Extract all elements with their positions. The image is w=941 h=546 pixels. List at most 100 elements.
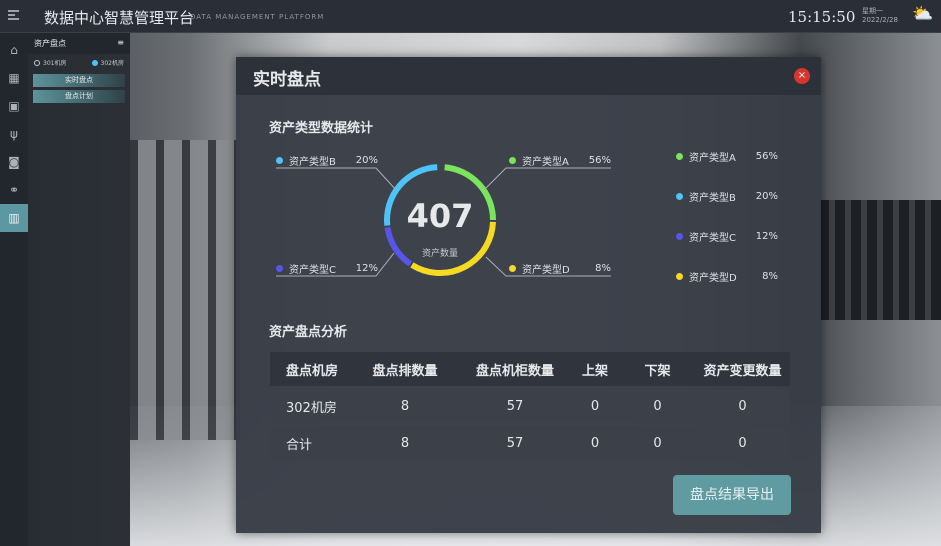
table-cell: 0 <box>738 435 747 451</box>
date: 2022/2/28 <box>862 16 898 24</box>
close-icon[interactable]: × <box>794 68 810 84</box>
network-icon[interactable]: ⚭ <box>8 183 20 197</box>
type-name: 资产类型D <box>522 265 570 276</box>
table-cell: 57 <box>506 398 524 414</box>
legend-name: 资产类型B <box>689 193 736 204</box>
leader-line-d <box>485 256 611 277</box>
donut-segment-a <box>444 164 496 221</box>
table-cell: 0 <box>653 435 662 451</box>
table-cell: 0 <box>738 398 747 414</box>
label-type-c: 资产类型C 12% <box>276 261 378 276</box>
type-pct: 20% <box>355 155 378 166</box>
column-header: 盘点机柜数量 <box>475 363 554 379</box>
dot-icon <box>276 157 283 164</box>
radio-icon <box>34 59 40 66</box>
background-racks <box>130 140 240 440</box>
leader-line-b <box>276 167 397 191</box>
dot-icon <box>676 193 683 200</box>
table-cell: 8 <box>400 435 410 451</box>
column-header: 盘点机房 <box>286 363 339 379</box>
device-icon[interactable]: ◙ <box>8 155 20 169</box>
radio-icon <box>91 59 98 66</box>
icon-rail: ⌂ ▦ ▣ ψ ◙ ⚭ ▥ <box>0 33 28 546</box>
type-name: 资产类型B <box>289 157 336 168</box>
label-type-b: 资产类型B 20% <box>276 153 378 168</box>
donut-chart <box>276 164 611 277</box>
column-header: 下架 <box>644 363 671 379</box>
dot-icon <box>509 265 516 272</box>
realtime-inventory-button[interactable]: 实时盘点 <box>33 74 125 87</box>
leader-line-a <box>483 167 611 191</box>
monitor-icon[interactable]: ▣ <box>8 99 20 113</box>
table-cell: 0 <box>653 398 662 414</box>
table-cell: 0 <box>590 435 600 451</box>
dot-icon <box>509 157 516 164</box>
clock: 15:15:50 <box>788 8 856 26</box>
leader-line-c <box>276 252 395 277</box>
sidebar-panel: 资产盘点 ≡ 301机房 302机房 实时盘点 盘点计划 <box>28 33 130 546</box>
sidebar-title: 资产盘点 <box>34 39 66 48</box>
total-count: 407 <box>406 197 474 235</box>
legend-name: 资产类型D <box>689 273 737 284</box>
date-block: 星期一 2022/2/28 <box>862 7 898 25</box>
legend-pct: 56% <box>755 151 778 162</box>
legend-type-c: 资产类型C 12% <box>676 229 778 244</box>
modal-title: 实时盘点 <box>236 57 821 95</box>
label-type-a: 资产类型A 56% <box>509 153 611 168</box>
dot-icon <box>676 273 683 280</box>
total-label: 资产数量 <box>421 249 458 259</box>
legend-type-d: 资产类型D 8% <box>676 269 778 284</box>
top-bar: 数据中心智慧管理平台 DATA MANAGEMENT PLATFORM 15:1… <box>0 0 941 33</box>
app-subtitle: DATA MANAGEMENT PLATFORM <box>190 13 325 21</box>
realtime-inventory-modal: 实时盘点 × 资产类型数据统计 407 资产数量 资产类型B 20% 资产类型A 5… <box>236 57 821 533</box>
legend-pct: 8% <box>762 271 778 282</box>
room-radio-302[interactable]: 302机房 <box>91 58 124 67</box>
column-header: 盘点排数量 <box>372 363 438 379</box>
grid-icon[interactable]: ▦ <box>8 71 20 85</box>
legend-pct: 20% <box>755 191 778 202</box>
filter-icon[interactable]: ≡ <box>117 38 124 47</box>
table-row: 合计 8 57 0 0 0 <box>270 426 790 460</box>
type-name: 资产类型A <box>522 157 569 168</box>
analysis-title: 资产盘点分析 <box>269 325 348 340</box>
donut-segment-c <box>384 226 413 267</box>
plug-icon[interactable]: ψ <box>10 127 18 141</box>
table-cell: 合计 <box>286 437 313 453</box>
donut-segment-d <box>410 221 496 276</box>
legend-name: 资产类型C <box>689 233 736 244</box>
legend-pct: 12% <box>755 231 778 242</box>
dot-icon <box>276 265 283 272</box>
background-racks <box>819 200 941 320</box>
column-header: 上架 <box>581 363 608 379</box>
table-cell: 302机房 <box>286 400 337 416</box>
dot-icon <box>676 233 683 240</box>
type-name: 资产类型C <box>289 265 336 276</box>
inventory-plan-button[interactable]: 盘点计划 <box>33 90 125 103</box>
stats-title: 资产类型数据统计 <box>269 121 374 136</box>
dot-icon <box>676 153 683 160</box>
export-results-button[interactable]: 盘点结果导出 <box>673 475 791 515</box>
asset-icon[interactable]: ▥ <box>0 204 28 232</box>
inventory-table: 盘点机房 盘点排数量 盘点机柜数量 上架 下架 资产变更数量 302机房 8 5… <box>270 352 790 460</box>
table-cell: 0 <box>590 398 600 414</box>
room-radio-301[interactable]: 301机房 <box>34 58 66 67</box>
label-type-d: 资产类型D 8% <box>509 261 611 276</box>
partly-cloudy-icon: ⛅ <box>912 4 934 24</box>
legend-type-b: 资产类型B 20% <box>676 189 778 204</box>
app-title: 数据中心智慧管理平台 <box>44 9 195 27</box>
type-pct: 12% <box>355 263 378 274</box>
radio-label: 301机房 <box>43 60 67 67</box>
sidebar-header: 资产盘点 ≡ <box>28 33 130 54</box>
menu-icon[interactable] <box>8 10 19 20</box>
table-cell: 57 <box>506 435 524 451</box>
weekday: 星期一 <box>862 7 883 15</box>
table-row: 302机房 8 57 0 0 0 <box>270 389 790 423</box>
type-pct: 56% <box>588 155 611 166</box>
radio-label: 302机房 <box>100 60 124 67</box>
legend-type-a: 资产类型A 56% <box>676 149 778 164</box>
donut-segment-b <box>384 164 438 226</box>
table-cell: 8 <box>400 398 410 414</box>
legend-name: 资产类型A <box>689 153 736 164</box>
home-icon[interactable]: ⌂ <box>10 43 18 57</box>
table-header: 盘点机房 盘点排数量 盘点机柜数量 上架 下架 资产变更数量 <box>270 352 790 386</box>
